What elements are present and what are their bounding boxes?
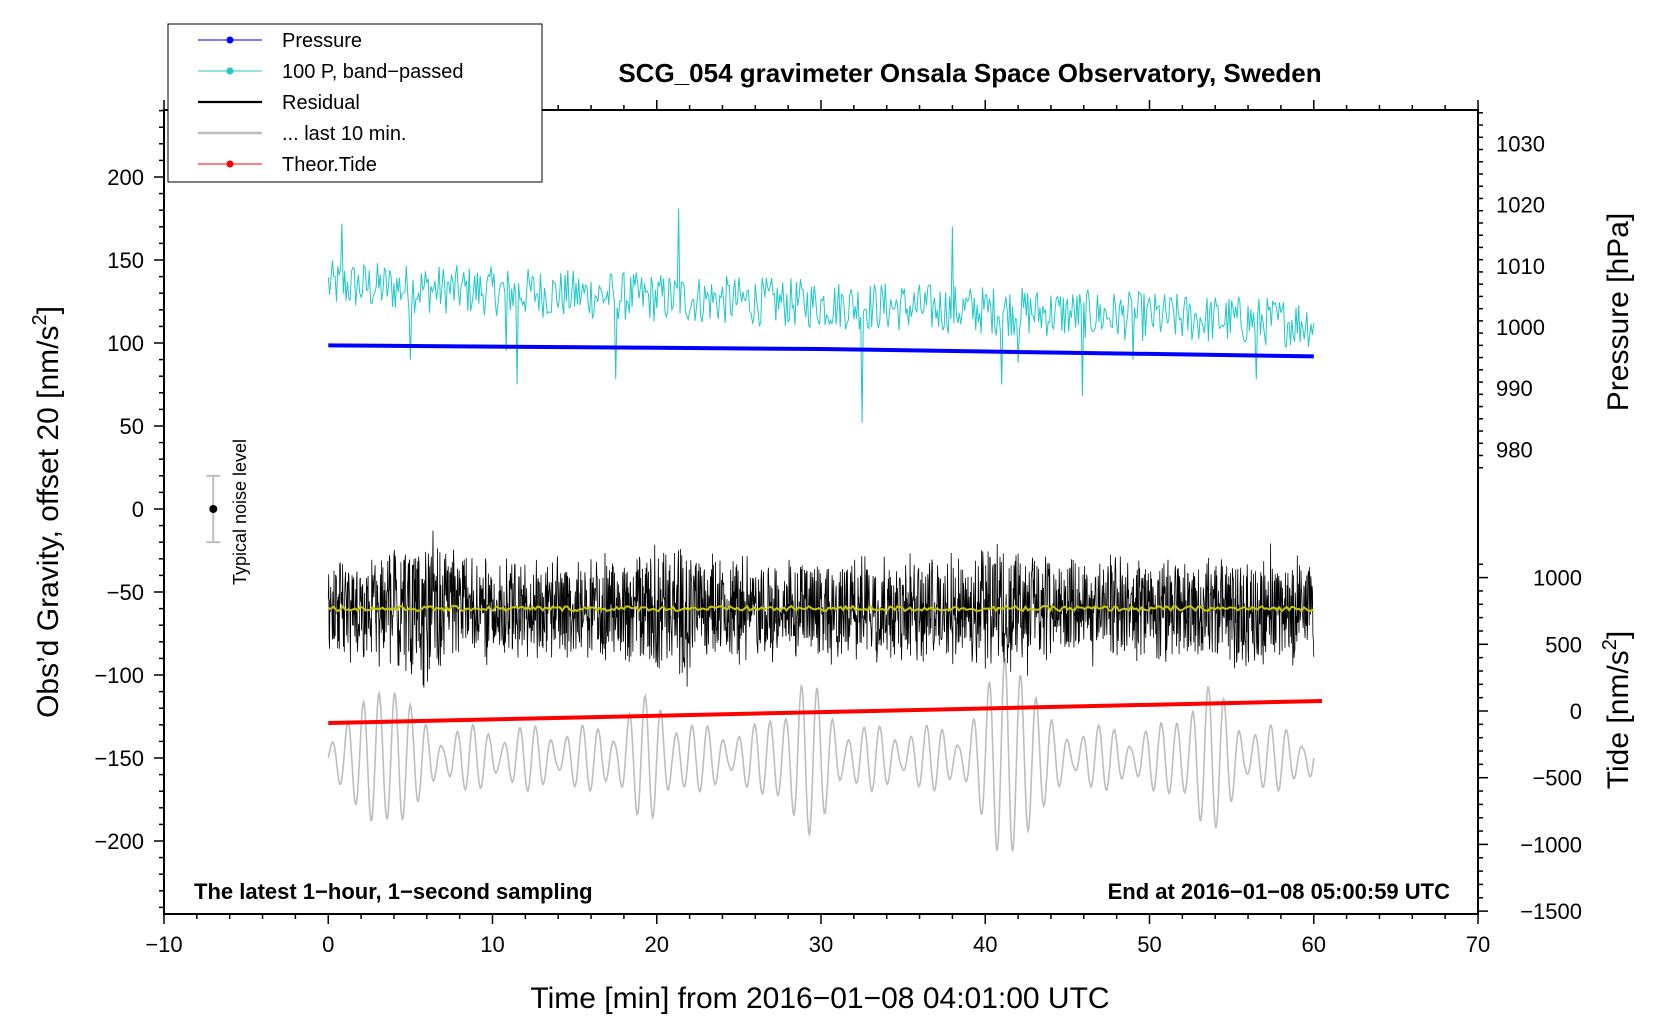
pressure-tick-label: 1010 xyxy=(1496,254,1545,279)
bandpassed-pressure-line xyxy=(327,208,1315,423)
legend-marker xyxy=(226,67,234,75)
left-tick-label: 150 xyxy=(107,248,144,273)
x-tick-label: 60 xyxy=(1302,932,1326,957)
noise-level-label: Typical noise level xyxy=(230,439,250,585)
x-tick-label: 0 xyxy=(322,932,334,957)
series-layer xyxy=(327,208,1323,852)
pressure-line xyxy=(328,343,1314,359)
end-time-annotation: End at 2016−01−08 05:00:59 UTC xyxy=(1108,879,1451,904)
legend-label: Residual xyxy=(282,92,360,114)
pressure-tick-label: 1020 xyxy=(1496,193,1545,218)
left-tick-label: −150 xyxy=(94,746,144,771)
sampling-annotation: The latest 1−hour, 1−second sampling xyxy=(194,879,593,904)
tide-tick-label: 500 xyxy=(1545,632,1582,657)
right-pressure-axis: 1030 1020 1010 1000 990 980 xyxy=(1478,112,1545,469)
legend-marker xyxy=(226,36,234,44)
tide-tick-label: −1500 xyxy=(1520,899,1582,924)
left-y-axis: 200 150 100 50 0 −50 −100 −150 −200 xyxy=(94,109,164,909)
x-tick-label: 30 xyxy=(809,932,833,957)
legend: Pressure 100 P, band−passed Residual ... la… xyxy=(167,23,543,183)
residual-line xyxy=(327,530,1315,688)
left-y-axis-title: Obs’d Gravity, offset 20 [nm/s2] xyxy=(29,306,65,718)
legend-label: 100 P, band−passed xyxy=(282,61,463,83)
pressure-tick-label: 990 xyxy=(1496,376,1533,401)
x-axis-title: Time [min] from 2016−01−08 04:01:00 UTC xyxy=(530,982,1109,1015)
noise-bar-center-dot xyxy=(209,505,218,513)
left-tick-label: 50 xyxy=(120,414,144,439)
noise-level-bar xyxy=(206,474,221,544)
legend-marker xyxy=(226,160,234,168)
pressure-tick-label: 1000 xyxy=(1496,315,1545,340)
last-10-min-line xyxy=(327,657,1315,852)
chart-title: SCG_054 gravimeter Onsala Space Observat… xyxy=(618,58,1321,88)
left-tick-label: 100 xyxy=(107,331,144,356)
tide-tick-label: −1000 xyxy=(1520,832,1582,857)
x-tick-label: 40 xyxy=(973,932,997,957)
tide-tick-label: 0 xyxy=(1570,699,1582,724)
plot-background xyxy=(163,109,1479,915)
tide-axis-title: Tide [nm/s2] xyxy=(1599,631,1635,789)
tide-tick-label: 1000 xyxy=(1533,566,1582,591)
pressure-axis-title: Pressure [hPa] xyxy=(1602,213,1635,411)
x-tick-label: 10 xyxy=(480,932,504,957)
x-tick-label: −10 xyxy=(145,932,182,957)
legend-label: Theor.Tide xyxy=(282,154,377,176)
pressure-tick-label: 980 xyxy=(1496,437,1533,462)
x-tick-label: 70 xyxy=(1466,932,1490,957)
x-tick-label: 20 xyxy=(645,932,669,957)
left-tick-label: 200 xyxy=(107,165,144,190)
left-tick-label: −50 xyxy=(107,580,144,605)
theoretical-tide-line xyxy=(328,698,1323,726)
tide-tick-label: −500 xyxy=(1532,766,1582,791)
residual-mean-line xyxy=(327,604,1315,613)
left-tick-label: 0 xyxy=(132,497,144,522)
right-tide-axis: 1000 500 0 −500 −1000 −1500 xyxy=(1478,563,1582,924)
x-tick-label: 50 xyxy=(1137,932,1161,957)
left-tick-label: −100 xyxy=(94,663,144,688)
pressure-tick-label: 1030 xyxy=(1496,131,1545,156)
left-tick-label: −200 xyxy=(94,829,144,854)
legend-label: ... last 10 min. xyxy=(282,123,407,145)
legend-label: Pressure xyxy=(282,30,362,52)
